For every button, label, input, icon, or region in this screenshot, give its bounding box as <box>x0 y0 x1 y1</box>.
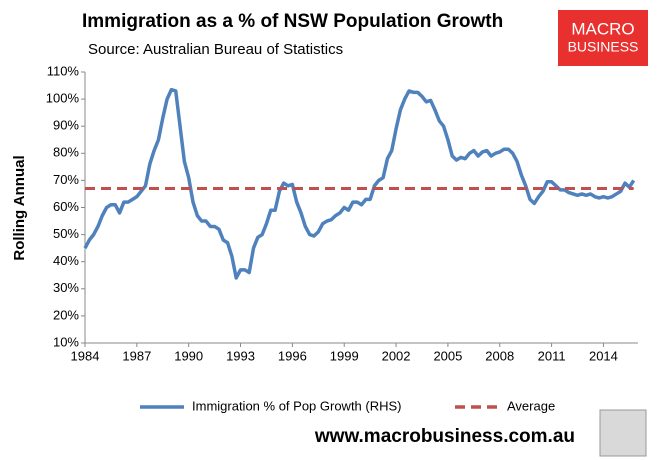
legend-label: Average <box>507 398 555 413</box>
x-tick-label: 2014 <box>589 348 618 363</box>
y-tick-label: 80% <box>53 145 79 160</box>
y-tick-label: 20% <box>53 307 79 322</box>
x-tick-label: 1984 <box>71 348 100 363</box>
y-axis-label: Rolling Annual <box>11 155 28 260</box>
x-tick-label: 2011 <box>538 348 566 363</box>
logo-text: MACRO <box>571 19 634 38</box>
footer: www.macrobusiness.com.au <box>314 426 575 447</box>
y-tick-label: 30% <box>53 280 79 295</box>
logo-box <box>558 10 648 66</box>
y-tick-label: 10% <box>53 334 79 349</box>
x-tick-label: 1996 <box>278 348 307 363</box>
y-tick-label: 100% <box>46 91 80 106</box>
chart-subtitle: Source: Australian Bureau of Statistics <box>88 41 343 58</box>
legend-label: Immigration % of Pop Growth (RHS) <box>192 398 402 413</box>
y-tick-label: 40% <box>53 253 79 268</box>
x-tick-label: 1990 <box>174 348 203 363</box>
wolf-icon <box>599 409 647 457</box>
y-tick-label: 110% <box>47 63 80 78</box>
y-tick-label: 60% <box>53 199 79 214</box>
series-line <box>83 87 636 280</box>
x-tick-label: 2005 <box>433 348 462 363</box>
chart-title: Immigration as a % of NSW Population Gro… <box>82 11 503 32</box>
x-tick-label: 1987 <box>122 348 151 363</box>
x-tick-label: 1993 <box>226 348 255 363</box>
x-tick-label: 1999 <box>330 348 359 363</box>
y-tick-label: 90% <box>53 118 79 133</box>
x-tick-label: 2002 <box>382 348 411 363</box>
logo-text: BUSINESS <box>568 39 639 55</box>
y-tick-label: 50% <box>53 226 79 241</box>
y-tick-label: 70% <box>53 172 79 187</box>
x-tick-label: 2008 <box>485 348 514 363</box>
